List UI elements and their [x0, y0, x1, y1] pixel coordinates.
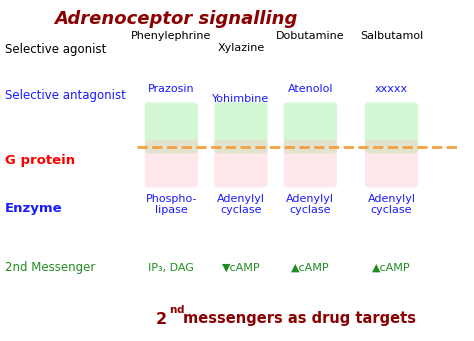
- Text: Adenylyl
cyclase: Adenylyl cyclase: [367, 194, 415, 216]
- Text: ▲cAMP: ▲cAMP: [291, 263, 330, 273]
- Text: Dobutamine: Dobutamine: [276, 31, 345, 41]
- FancyBboxPatch shape: [284, 140, 337, 188]
- Text: ▲cAMP: ▲cAMP: [372, 263, 411, 273]
- Text: Enzyme: Enzyme: [5, 202, 62, 214]
- Text: Phospho-
lipase: Phospho- lipase: [146, 194, 197, 216]
- Text: G protein: G protein: [5, 154, 75, 167]
- Text: Selective agonist: Selective agonist: [5, 43, 106, 56]
- FancyBboxPatch shape: [284, 102, 337, 153]
- Text: Selective antagonist: Selective antagonist: [5, 89, 126, 102]
- Text: Xylazine: Xylazine: [217, 43, 264, 53]
- FancyBboxPatch shape: [365, 102, 418, 153]
- Text: Adenylyl
cyclase: Adenylyl cyclase: [217, 194, 265, 216]
- Text: Phenylephrine: Phenylephrine: [131, 31, 211, 41]
- Text: 2nd Messenger: 2nd Messenger: [5, 261, 95, 274]
- Text: xxxxx: xxxxx: [375, 84, 408, 94]
- Text: Prazosin: Prazosin: [148, 84, 195, 94]
- Text: Salbutamol: Salbutamol: [360, 31, 423, 41]
- FancyBboxPatch shape: [145, 140, 198, 188]
- Text: $\mathbf{nd}$: $\mathbf{nd}$: [169, 303, 185, 315]
- FancyBboxPatch shape: [145, 102, 198, 153]
- Text: Adenylyl
cyclase: Adenylyl cyclase: [286, 194, 334, 216]
- Text: Adrenoceptor signalling: Adrenoceptor signalling: [55, 10, 298, 28]
- Text: $\mathbf{2}$: $\mathbf{2}$: [155, 311, 167, 327]
- Text: ▼cAMP: ▼cAMP: [221, 263, 260, 273]
- FancyBboxPatch shape: [214, 140, 267, 188]
- Text: messengers as drug targets: messengers as drug targets: [183, 311, 416, 326]
- Text: Atenolol: Atenolol: [288, 84, 333, 94]
- Text: Yohimbine: Yohimbine: [212, 94, 270, 104]
- FancyBboxPatch shape: [214, 102, 267, 153]
- FancyBboxPatch shape: [365, 140, 418, 188]
- Text: IP₃, DAG: IP₃, DAG: [148, 263, 194, 273]
